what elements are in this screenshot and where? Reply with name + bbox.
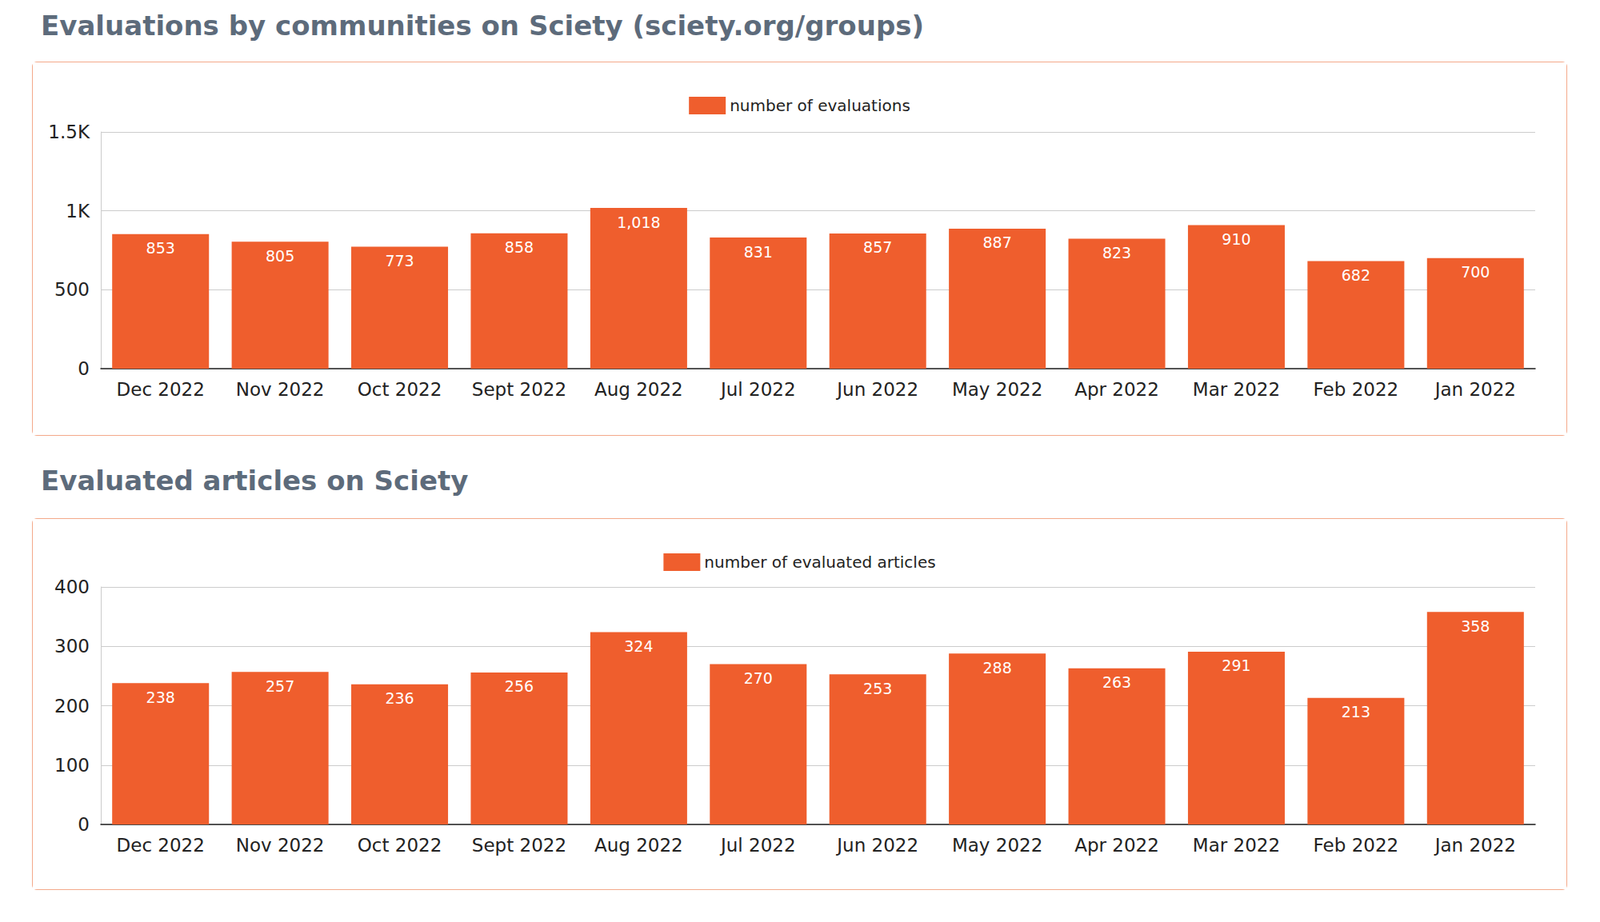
svg-text:887: 887 xyxy=(982,233,1012,252)
svg-text:Nov 2022: Nov 2022 xyxy=(236,835,325,856)
svg-text:Dec 2022: Dec 2022 xyxy=(116,379,205,400)
svg-text:358: 358 xyxy=(1460,617,1490,636)
svg-text:Aug 2022: Aug 2022 xyxy=(594,379,684,400)
svg-text:Jul 2022: Jul 2022 xyxy=(719,835,796,856)
svg-text:1,018: 1,018 xyxy=(616,213,660,232)
svg-text:Jan 2022: Jan 2022 xyxy=(1433,835,1516,856)
svg-text:1K: 1K xyxy=(65,200,91,222)
svg-text:773: 773 xyxy=(384,252,414,270)
svg-text:257: 257 xyxy=(265,677,295,696)
svg-text:Jan 2022: Jan 2022 xyxy=(1433,379,1516,400)
svg-text:291: 291 xyxy=(1221,656,1251,675)
svg-text:Apr 2022: Apr 2022 xyxy=(1074,835,1160,856)
svg-text:Jun 2022: Jun 2022 xyxy=(835,835,919,856)
svg-text:805: 805 xyxy=(265,247,295,265)
svg-text:831: 831 xyxy=(744,243,773,261)
svg-text:Dec 2022: Dec 2022 xyxy=(116,835,205,856)
svg-text:May 2022: May 2022 xyxy=(952,379,1043,400)
svg-text:823: 823 xyxy=(1102,244,1132,262)
svg-text:Feb 2022: Feb 2022 xyxy=(1313,379,1400,400)
svg-text:Mar 2022: Mar 2022 xyxy=(1192,835,1280,856)
svg-text:Apr 2022: Apr 2022 xyxy=(1074,379,1160,400)
svg-text:253: 253 xyxy=(863,680,892,698)
svg-text:Oct 2022: Oct 2022 xyxy=(357,835,443,856)
svg-text:Aug 2022: Aug 2022 xyxy=(594,835,684,856)
svg-text:858: 858 xyxy=(504,238,534,256)
svg-text:324: 324 xyxy=(624,637,653,656)
svg-text:238: 238 xyxy=(146,688,176,707)
svg-text:0: 0 xyxy=(77,814,90,836)
svg-text:Oct 2022: Oct 2022 xyxy=(357,379,443,400)
svg-text:100: 100 xyxy=(54,755,90,776)
svg-text:Jul 2022: Jul 2022 xyxy=(719,379,796,400)
html-text:Evaluated articles on Sciety: Evaluated articles on Sciety xyxy=(40,464,469,497)
svg-text:400: 400 xyxy=(54,576,90,598)
svg-text:853: 853 xyxy=(146,239,176,257)
svg-text:300: 300 xyxy=(54,636,90,657)
svg-text:number of evaluations: number of evaluations xyxy=(729,96,911,116)
svg-text:682: 682 xyxy=(1341,266,1371,284)
svg-text:256: 256 xyxy=(504,677,534,696)
svg-text:910: 910 xyxy=(1221,230,1251,248)
svg-text:500: 500 xyxy=(54,279,90,300)
svg-text:270: 270 xyxy=(744,669,773,688)
svg-text:Jun 2022: Jun 2022 xyxy=(835,379,919,400)
svg-text:number of evaluated articles: number of evaluated articles xyxy=(704,552,936,572)
svg-text:700: 700 xyxy=(1460,263,1490,281)
svg-text:200: 200 xyxy=(54,696,90,717)
svg-text:0: 0 xyxy=(77,358,90,380)
svg-text:263: 263 xyxy=(1102,673,1132,692)
svg-text:Sept 2022: Sept 2022 xyxy=(472,835,567,856)
svg-text:288: 288 xyxy=(982,659,1012,677)
svg-text:Sept 2022: Sept 2022 xyxy=(472,379,567,400)
svg-text:213: 213 xyxy=(1341,703,1371,721)
svg-text:Feb 2022: Feb 2022 xyxy=(1313,835,1400,856)
svg-text:236: 236 xyxy=(384,689,414,708)
svg-text:Mar 2022: Mar 2022 xyxy=(1192,379,1280,400)
html-text:Evaluations by communities on: Evaluations by communities on Sciety (sc… xyxy=(40,9,924,42)
svg-text:857: 857 xyxy=(863,238,892,256)
svg-text:May 2022: May 2022 xyxy=(952,835,1043,856)
svg-text:1.5K: 1.5K xyxy=(48,121,91,143)
svg-text:Nov 2022: Nov 2022 xyxy=(236,379,325,400)
